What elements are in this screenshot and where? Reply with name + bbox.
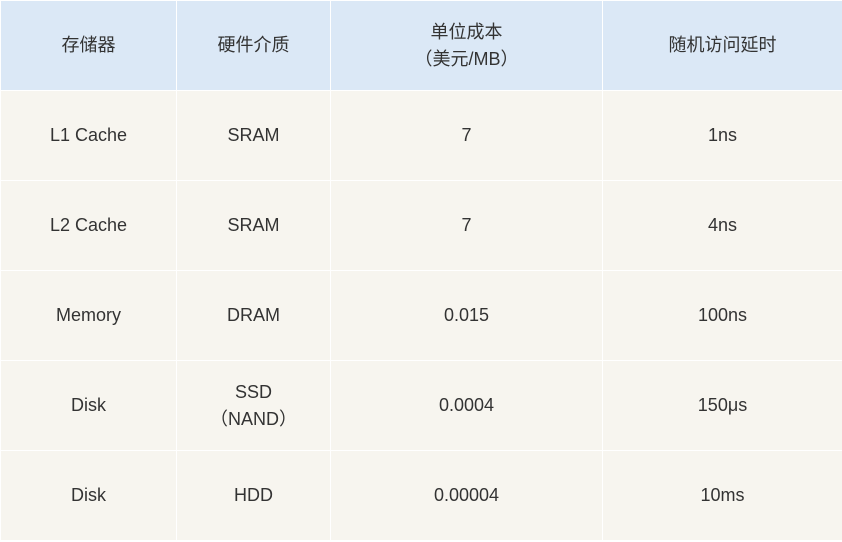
- table-row: Disk SSD（NAND） 0.0004 150μs: [1, 361, 842, 451]
- cell-latency: 100ns: [603, 271, 842, 361]
- col-header-latency: 随机访问延时: [603, 1, 842, 91]
- cell-cost: 0.015: [331, 271, 603, 361]
- cell-cost: 0.00004: [331, 451, 603, 541]
- cell-storage: L2 Cache: [1, 181, 177, 271]
- cell-cost: 0.0004: [331, 361, 603, 451]
- cell-cost: 7: [331, 181, 603, 271]
- table-body: L1 Cache SRAM 7 1ns L2 Cache SRAM 7 4ns …: [1, 91, 842, 541]
- table-row: L2 Cache SRAM 7 4ns: [1, 181, 842, 271]
- col-header-cost: 单位成本（美元/MB）: [331, 1, 603, 91]
- cell-medium: SRAM: [177, 91, 331, 181]
- col-header-storage: 存储器: [1, 1, 177, 91]
- table-row: Memory DRAM 0.015 100ns: [1, 271, 842, 361]
- cell-latency: 10ms: [603, 451, 842, 541]
- cell-latency: 1ns: [603, 91, 842, 181]
- cell-medium: SSD（NAND）: [177, 361, 331, 451]
- cell-latency: 150μs: [603, 361, 842, 451]
- cell-latency: 4ns: [603, 181, 842, 271]
- table-row: L1 Cache SRAM 7 1ns: [1, 91, 842, 181]
- table-row: Disk HDD 0.00004 10ms: [1, 451, 842, 541]
- cell-medium: DRAM: [177, 271, 331, 361]
- storage-table: 存储器 硬件介质 单位成本（美元/MB） 随机访问延时 L1 Cache SRA…: [0, 0, 842, 541]
- cell-storage: Disk: [1, 361, 177, 451]
- cell-storage: L1 Cache: [1, 91, 177, 181]
- table-header: 存储器 硬件介质 单位成本（美元/MB） 随机访问延时: [1, 1, 842, 91]
- cell-medium: HDD: [177, 451, 331, 541]
- cell-storage: Memory: [1, 271, 177, 361]
- cell-medium: SRAM: [177, 181, 331, 271]
- cell-storage: Disk: [1, 451, 177, 541]
- col-header-medium: 硬件介质: [177, 1, 331, 91]
- cell-cost: 7: [331, 91, 603, 181]
